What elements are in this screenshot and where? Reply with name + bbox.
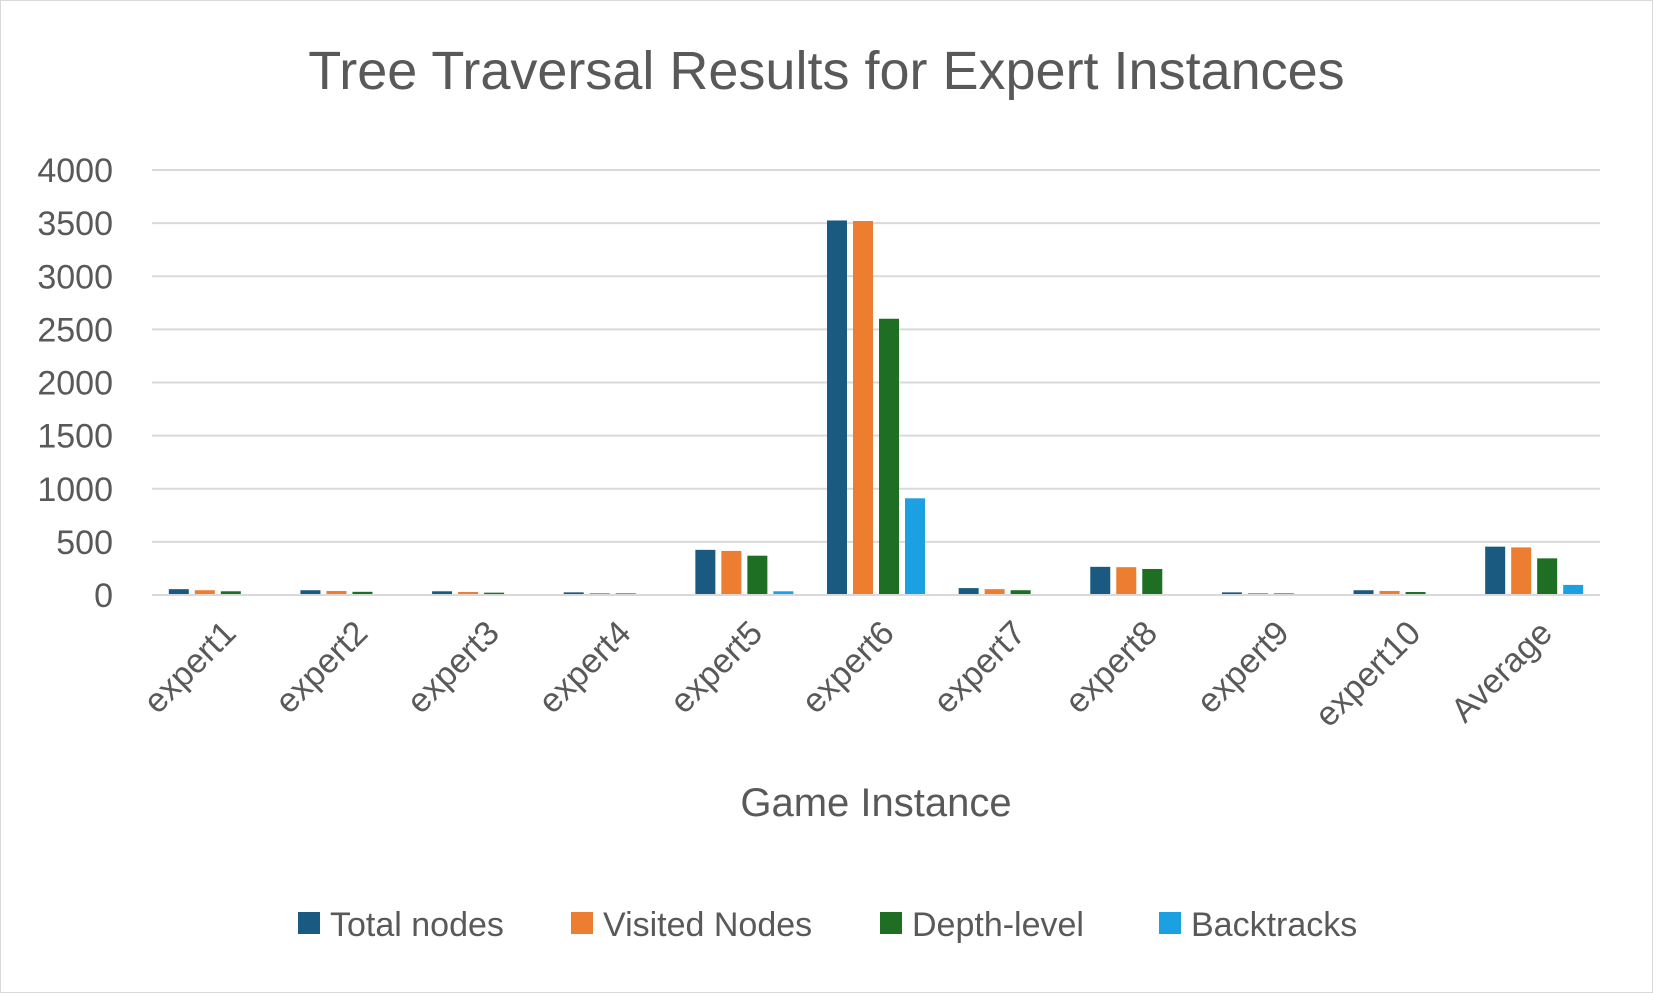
y-tick-label: 2000 — [37, 365, 113, 403]
bar-total-nodes-expert5 — [695, 549, 716, 595]
bar-total-nodes-expert9 — [1221, 592, 1242, 595]
legend-label: Depth-level — [912, 906, 1084, 944]
bar-depth-level-expert5 — [747, 555, 768, 595]
bar-backtracks-expert5 — [773, 591, 794, 595]
y-tick-label: 2500 — [37, 311, 113, 349]
bar-depth-level-average — [1537, 558, 1558, 595]
bar-backtracks-expert6 — [905, 498, 925, 595]
bar-visited-nodes-expert3 — [458, 592, 479, 595]
bar-total-nodes-expert4 — [563, 592, 584, 595]
bar-total-nodes-expert7 — [958, 588, 979, 595]
x-tick-label: expert4 — [531, 614, 638, 721]
bar-visited-nodes-expert1 — [194, 590, 215, 595]
legend-swatch — [571, 912, 593, 934]
bar-total-nodes-average — [1485, 546, 1506, 595]
bar-visited-nodes-expert7 — [984, 589, 1005, 595]
bar-depth-level-expert3 — [484, 592, 505, 595]
x-tick-label: expert8 — [1058, 614, 1165, 721]
legend-swatch — [880, 912, 902, 934]
x-tick-label: expert6 — [795, 614, 902, 721]
y-tick-label: 3000 — [37, 258, 113, 296]
bar-total-nodes-expert6 — [827, 220, 847, 595]
legend-label: Visited Nodes — [603, 906, 812, 944]
bar-total-nodes-expert8 — [1090, 566, 1111, 595]
x-tick-label: expert9 — [1190, 614, 1297, 721]
legend-swatch — [1159, 912, 1181, 934]
x-tick-label: expert3 — [400, 614, 507, 721]
y-tick-label: 1500 — [37, 418, 113, 456]
bar-total-nodes-expert3 — [432, 591, 453, 595]
x-tick-label: expert10 — [1308, 614, 1428, 734]
bar-depth-level-expert8 — [1142, 568, 1163, 595]
x-tick-label: expert5 — [663, 614, 770, 721]
bar-total-nodes-expert1 — [168, 589, 189, 595]
y-tick-label: 0 — [94, 577, 113, 615]
bar-visited-nodes-average — [1511, 547, 1532, 595]
chart-title: Tree Traversal Results for Expert Instan… — [308, 41, 1345, 101]
bar-depth-level-expert1 — [220, 591, 241, 595]
x-axis-title: Game Instance — [740, 781, 1011, 825]
x-tick-label: Average — [1444, 614, 1560, 730]
bar-total-nodes-expert2 — [300, 590, 321, 595]
x-tick-label: expert2 — [268, 614, 375, 721]
bar-depth-level-expert10 — [1405, 592, 1426, 595]
bar-visited-nodes-expert2 — [326, 590, 347, 595]
legend-label: Backtracks — [1191, 906, 1357, 944]
legend-label: Total nodes — [330, 906, 504, 944]
x-tick-label: expert1 — [136, 614, 243, 721]
x-tick-label: expert7 — [926, 614, 1033, 721]
y-tick-label: 3500 — [37, 205, 113, 243]
bar-visited-nodes-expert10 — [1379, 590, 1400, 595]
bar-visited-nodes-expert5 — [721, 550, 742, 595]
bar-visited-nodes-expert8 — [1116, 567, 1137, 595]
bar-depth-level-expert6 — [879, 318, 899, 595]
y-tick-label: 1000 — [37, 471, 113, 509]
bar-depth-level-expert7 — [1010, 590, 1031, 595]
bar-total-nodes-expert10 — [1353, 590, 1374, 595]
legend-swatch — [298, 912, 320, 934]
bar-backtracks-average — [1563, 584, 1584, 595]
y-tick-label: 4000 — [37, 152, 113, 190]
bar-depth-level-expert2 — [352, 591, 373, 595]
bar-visited-nodes-expert6 — [853, 221, 873, 595]
y-tick-label: 500 — [56, 524, 113, 562]
